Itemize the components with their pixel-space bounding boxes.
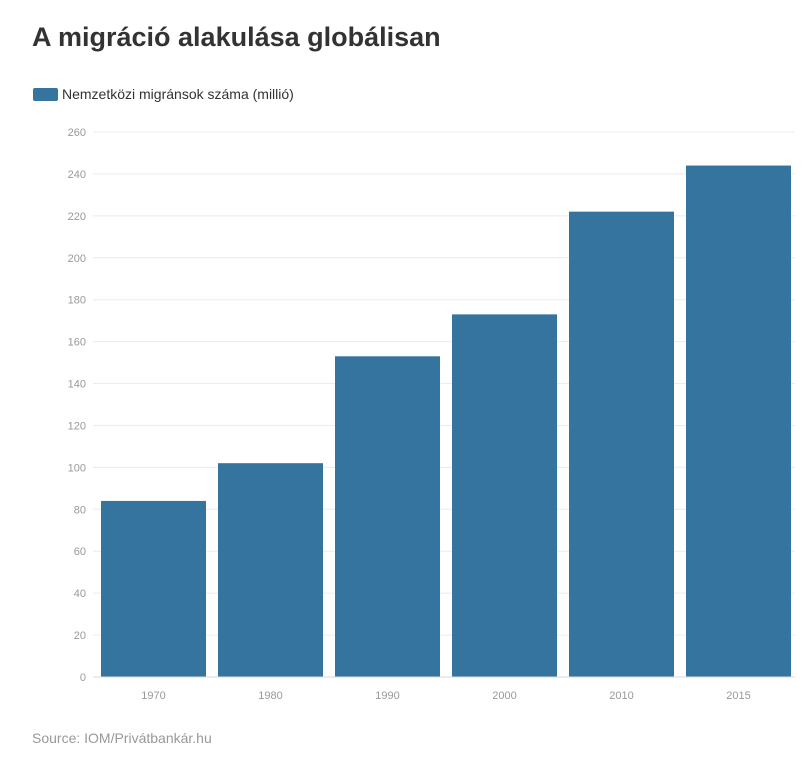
y-tick-label: 20	[74, 630, 86, 642]
y-tick-label: 220	[68, 211, 86, 223]
source-note: Source: IOM/Privátbankár.hu	[32, 730, 212, 746]
y-tick-label: 0	[80, 672, 86, 684]
y-tick-label: 60	[74, 546, 86, 558]
legend: Nemzetközi migránsok száma (millió)	[33, 86, 294, 102]
bar	[569, 211, 674, 677]
chart-title: A migráció alakulása globálisan	[32, 22, 441, 52]
y-tick-label: 160	[68, 337, 86, 349]
bar	[218, 463, 323, 677]
bar	[686, 165, 791, 678]
y-tick-label: 100	[68, 462, 86, 474]
y-tick-label: 200	[68, 253, 86, 265]
bar	[101, 500, 206, 677]
bar	[335, 356, 440, 677]
bar	[452, 314, 557, 677]
legend-label: Nemzetközi migránsok száma (millió)	[62, 86, 294, 102]
y-tick-label: 40	[74, 588, 86, 600]
x-tick-label: 1990	[375, 690, 399, 702]
y-tick-label: 180	[68, 295, 86, 307]
x-tick-label: 1980	[258, 690, 282, 702]
y-tick-label: 240	[68, 169, 86, 181]
x-tick-label: 2010	[609, 690, 633, 702]
legend-swatch	[33, 87, 58, 101]
x-tick-label: 2015	[726, 690, 750, 702]
y-tick-label: 80	[74, 504, 86, 516]
x-tick-label: 1970	[141, 690, 165, 702]
y-tick-label: 120	[68, 420, 86, 432]
x-tick-label: 2000	[492, 690, 516, 702]
y-tick-label: 260	[68, 127, 86, 139]
y-tick-label: 140	[68, 379, 86, 391]
